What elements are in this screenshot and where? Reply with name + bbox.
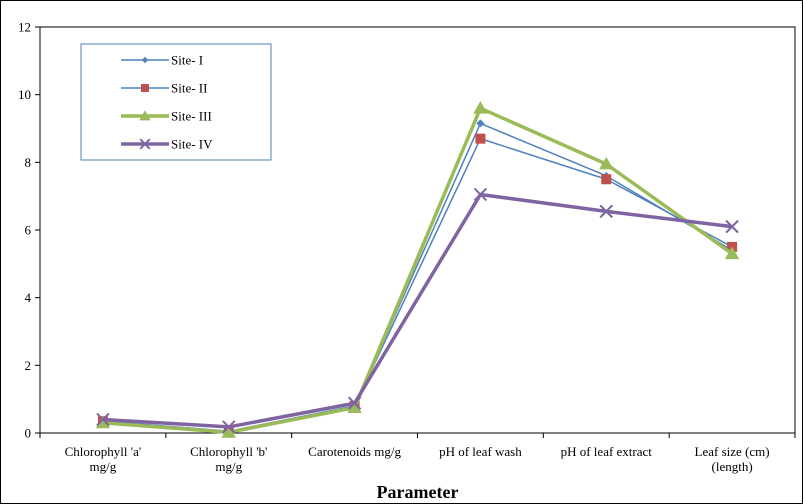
x-category-label: Carotenoids mg/g <box>308 444 401 459</box>
legend-label: Site- IV <box>171 137 213 152</box>
data-point-triangle <box>221 425 236 438</box>
series-line <box>102 192 733 429</box>
data-point-triangle <box>724 246 740 260</box>
data-point-triangle <box>347 400 362 414</box>
y-tick-label: 6 <box>25 223 32 238</box>
x-marker-stroke <box>139 138 151 150</box>
data-point-x <box>139 138 151 150</box>
legend-item: Site- II <box>121 81 207 96</box>
data-point-x <box>96 412 110 427</box>
series-lines <box>95 101 740 438</box>
series-3 <box>95 101 740 438</box>
data-point-x <box>222 420 236 434</box>
data-point-x <box>725 219 739 234</box>
series-line <box>102 106 734 435</box>
y-axis: 0 2 4 6 8 10 12 <box>18 20 40 441</box>
legend-item: Site- I <box>121 53 203 68</box>
data-point-x <box>599 204 613 219</box>
x-marker-stroke <box>725 219 739 234</box>
x-category-label: Chlorophyll 'a' mg/g <box>65 444 142 474</box>
x-category-label: pH of leaf extract <box>561 444 653 459</box>
data-point-square <box>475 133 486 144</box>
legend-label: Site- II <box>171 81 207 96</box>
data-point-triangle <box>95 415 111 429</box>
data-point-x <box>473 187 488 202</box>
y-tick-label: 4 <box>25 290 32 305</box>
x-category-label: Leaf size (cm) (length) <box>695 444 770 474</box>
legend-box <box>80 43 272 161</box>
y-tick-label: 0 <box>25 426 32 441</box>
legend-item: Site- III <box>121 109 212 124</box>
x-category-label: Chlorophyll 'b' mg/g <box>190 444 267 474</box>
data-point-diamond <box>476 119 485 128</box>
legend-item: Site- IV <box>121 137 213 152</box>
data-point-square <box>601 174 612 185</box>
y-tick-label: 12 <box>18 20 31 35</box>
data-point-triangle <box>139 110 151 121</box>
x-marker-stroke <box>96 412 110 427</box>
data-point-diamond <box>141 56 149 64</box>
data-point-x <box>347 396 362 410</box>
data-point-triangle <box>473 101 488 114</box>
legend-label: Site- III <box>171 109 212 124</box>
legend: Site- I Site- II Site- III Site- IV <box>80 43 272 161</box>
y-tick-label: 8 <box>25 155 32 170</box>
x-marker-stroke <box>473 187 488 202</box>
x-marker-stroke <box>599 204 613 219</box>
x-marker-stroke <box>347 396 362 410</box>
y-tick-label: 2 <box>25 358 32 373</box>
series-4 <box>96 187 739 434</box>
x-marker-stroke <box>222 420 236 434</box>
data-point-triangle <box>599 156 614 170</box>
x-axis: Chlorophyll 'a' mg/g Chlorophyll 'b' mg/g Ca… <box>39 433 796 474</box>
data-point-square <box>141 84 149 92</box>
legend-label: Site- I <box>171 53 203 68</box>
x-category-label: pH of leaf wash <box>439 444 522 459</box>
x-axis-title: Parameter <box>377 482 459 502</box>
y-tick-label: 10 <box>18 87 31 102</box>
